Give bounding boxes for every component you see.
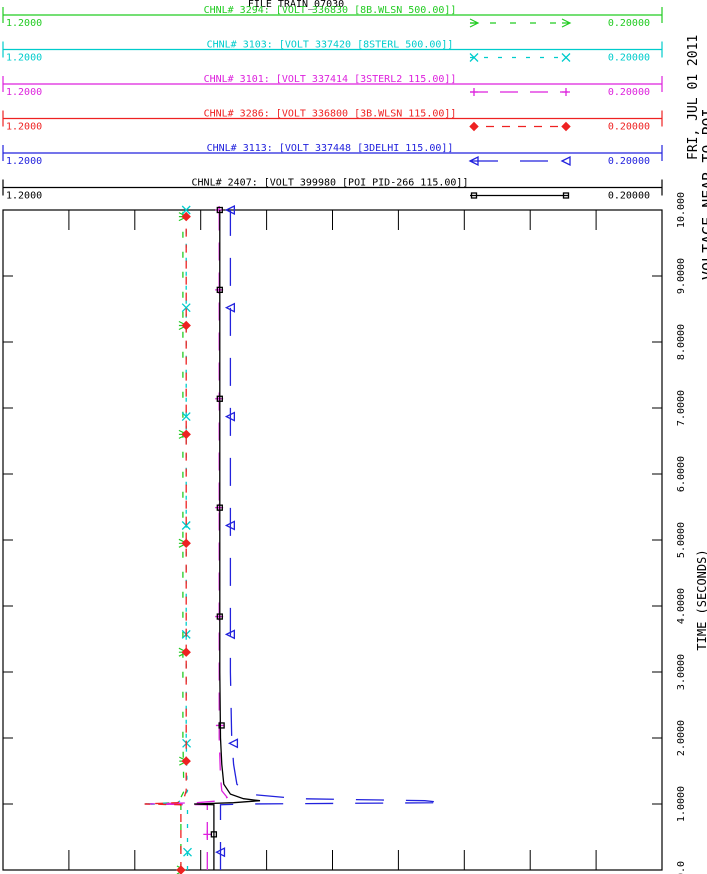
time-tick-label-5: 5.0000: [676, 522, 687, 558]
time-tick-label-10: 10.000: [676, 192, 687, 228]
file-title: FILE TRAIN_07030: [248, 0, 344, 10]
series-marker-5: [216, 504, 223, 511]
series-marker-5: [216, 395, 223, 402]
series-marker-2: [203, 830, 212, 839]
side-title: VOLTAGE NEAR TO POI: [699, 108, 707, 280]
series-marker-3: [181, 211, 191, 222]
legend-row-4-ymin: 1.2000: [6, 156, 42, 167]
series-marker-1: [181, 521, 191, 530]
series-marker-3: [181, 429, 191, 440]
legend-row-4-marker-start: [468, 155, 479, 167]
series-marker-1: [181, 303, 191, 313]
series-marker-4: [224, 302, 236, 313]
series-line-5: [194, 210, 261, 870]
legend-row-2-marker-start: [470, 88, 478, 96]
time-tick-label-2: 2.0000: [676, 720, 687, 756]
series-marker-4: [224, 629, 236, 640]
series-marker-3: [181, 647, 191, 657]
series-marker-4: [215, 847, 226, 858]
series-marker-1: [183, 847, 192, 857]
legend-row-2-marker-end: [562, 88, 570, 96]
legend-row-1-ymin: 1.2000: [6, 53, 42, 64]
legend-row-3-marker-end: [561, 121, 571, 132]
legend-row-0-marker-start: [469, 18, 480, 28]
series-marker-4: [227, 738, 239, 749]
legend-row-1-ymax: 0.20000: [608, 53, 650, 64]
legend-row-2-ymin: 1.2000: [6, 87, 42, 98]
legend-row-0-ymax: 0.20000: [608, 18, 650, 29]
legend-row-5-ymin: 1.2000: [6, 191, 42, 202]
time-tick-label-0: 0.0: [676, 861, 687, 874]
legend-row-3-ymax: 0.20000: [608, 122, 650, 133]
legend-row-1-marker-start: [469, 53, 479, 62]
plot-frame: [2, 209, 663, 871]
series-marker-3: [181, 756, 191, 766]
legend-row-4-marker-end: [560, 155, 571, 167]
time-tick-label-8: 8.0000: [676, 324, 687, 360]
legend-row-2-ymax: 0.20000: [608, 87, 650, 98]
legend-row-3-name: CHNL# 3286: [VOLT 336800 [3B.WLSN 115.00…: [204, 109, 457, 120]
legend-row-4-ymax: 0.20000: [608, 156, 650, 167]
series-marker-5: [216, 286, 223, 294]
legend-row-1-marker-end: [561, 53, 571, 62]
series-marker-5: [218, 722, 225, 729]
series-marker-4: [224, 520, 236, 531]
date-label: FRI, JUL 01 2011: [686, 35, 701, 160]
series-marker-3: [176, 865, 186, 874]
legend-row-5-marker-start: [470, 192, 478, 199]
time-tick-label-7: 7.0000: [676, 390, 687, 426]
series-marker-1: [181, 205, 191, 215]
time-tick-label-3: 3.0000: [676, 654, 687, 690]
legend-row-5-marker-end: [562, 192, 570, 199]
series-marker-3: [181, 538, 191, 549]
series-marker-5: [216, 613, 223, 620]
legend-row-0-name: CHNL# 3294: [VOLT 336830 [8B.WLSN 500.00…: [204, 5, 457, 16]
time-tick-label-4: 4.0000: [676, 588, 687, 624]
series-line-0: [144, 210, 185, 870]
series-line-4: [219, 210, 445, 870]
series-marker-5: [210, 831, 218, 838]
series-marker-1: [181, 412, 191, 422]
series-marker-4: [224, 411, 236, 422]
legend-row-3-marker-start: [469, 121, 479, 132]
time-axis-label: TIME (SECONDS): [695, 549, 707, 650]
series-marker-5: [216, 206, 223, 214]
legend-row-5-ymax: 0.20000: [608, 191, 650, 202]
legend-row-1-name: CHNL# 3103: [VOLT 337420 [8STERL 500.00]…: [207, 40, 454, 51]
legend-row-3-ymin: 1.2000: [6, 122, 42, 133]
series-marker-4: [224, 204, 236, 216]
legend-row-4-name: CHNL# 3113: [VOLT 337448 [3DELHI 115.00]…: [207, 143, 454, 154]
legend-row-2-name: CHNL# 3101: [VOLT 337414 [3STERL2 115.00…: [204, 74, 457, 85]
legend-row-0-ymin: 1.2000: [6, 18, 42, 29]
series-line-3: [144, 210, 187, 870]
legend-row-0-marker-end: [561, 18, 572, 28]
time-tick-label-9: 9.0000: [676, 258, 687, 294]
legend-row-5-name: CHNL# 2407: [VOLT 399980 [POI PID-266 11…: [192, 178, 469, 189]
series-line-2: [144, 210, 229, 870]
time-tick-label-1: 1.0000: [676, 786, 687, 822]
series-marker-3: [181, 320, 191, 331]
time-tick-label-6: 6.0000: [676, 456, 687, 492]
